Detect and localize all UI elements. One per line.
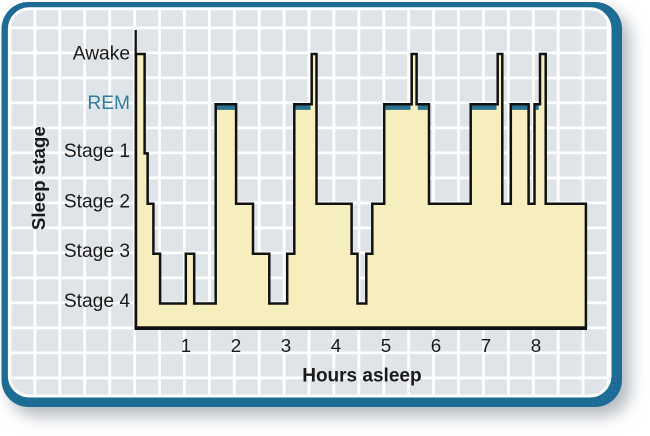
svg-text:8: 8 xyxy=(531,335,541,356)
svg-text:Stage 3: Stage 3 xyxy=(64,241,130,262)
svg-text:1: 1 xyxy=(181,335,191,356)
svg-text:Stage 2: Stage 2 xyxy=(64,192,130,213)
svg-text:3: 3 xyxy=(281,335,291,356)
svg-text:2: 2 xyxy=(231,335,241,356)
svg-text:7: 7 xyxy=(481,335,491,356)
svg-text:Sleep stage: Sleep stage xyxy=(28,126,49,230)
svg-text:4: 4 xyxy=(331,335,341,356)
svg-text:6: 6 xyxy=(431,335,441,356)
svg-text:Hours asleep: Hours asleep xyxy=(302,365,421,386)
svg-text:REM: REM xyxy=(87,93,130,114)
svg-text:Awake: Awake xyxy=(73,43,130,64)
svg-text:Stage 4: Stage 4 xyxy=(64,291,130,312)
svg-text:Stage 1: Stage 1 xyxy=(64,141,130,162)
svg-text:5: 5 xyxy=(381,335,391,356)
